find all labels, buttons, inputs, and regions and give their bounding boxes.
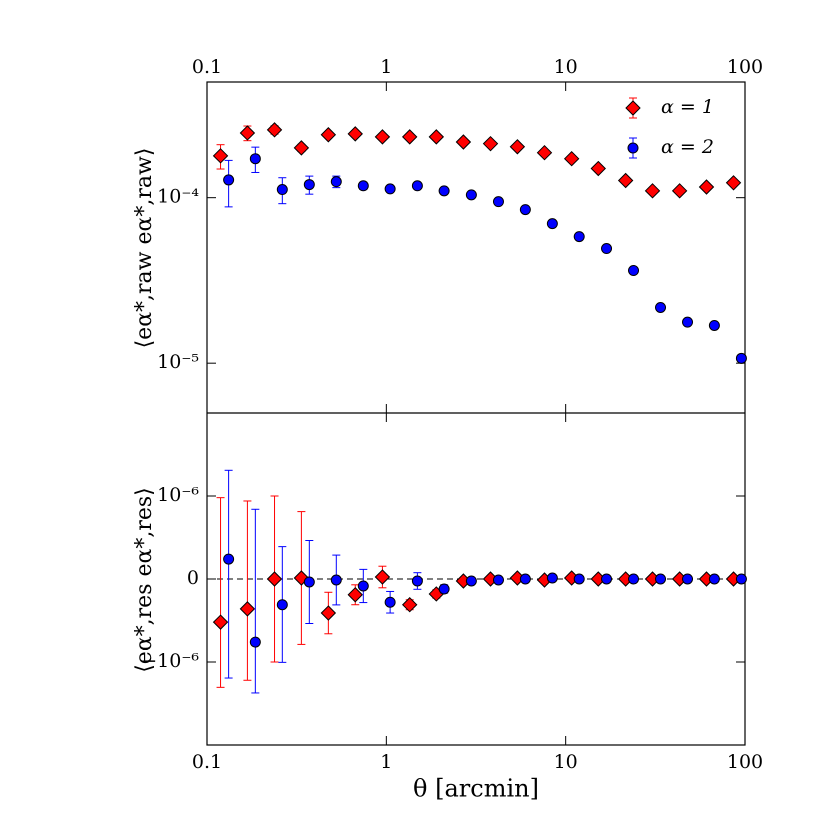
diamond-marker bbox=[698, 179, 715, 195]
diamond-marker bbox=[266, 571, 283, 587]
diamond-marker bbox=[374, 129, 391, 145]
diamond-marker bbox=[509, 139, 526, 155]
circle-marker bbox=[628, 265, 640, 277]
circle-marker bbox=[249, 636, 261, 648]
circle-marker bbox=[519, 573, 531, 585]
diamond-marker bbox=[482, 135, 499, 152]
legend-label: α = 1 bbox=[661, 96, 714, 118]
circle-marker bbox=[357, 180, 369, 192]
circle-marker bbox=[276, 599, 288, 611]
diamond-marker bbox=[644, 183, 661, 199]
diamond-marker bbox=[455, 134, 472, 150]
y-tick-label: −10⁻⁶ bbox=[141, 650, 199, 672]
circle-marker bbox=[276, 184, 288, 196]
diamond-marker bbox=[563, 150, 580, 167]
circle-marker bbox=[682, 316, 694, 328]
circle-marker bbox=[330, 176, 342, 188]
circle-marker bbox=[655, 573, 667, 585]
circle-marker bbox=[384, 596, 396, 608]
diamond-marker bbox=[239, 601, 256, 617]
x-tick-label: 100 bbox=[727, 56, 763, 78]
legend-marker bbox=[627, 142, 639, 154]
y-axis-label: ⟨eα*,res eα*,res⟩ bbox=[132, 487, 157, 673]
diamond-marker bbox=[374, 569, 391, 585]
diamond-marker bbox=[212, 614, 229, 630]
legend-label: α = 2 bbox=[661, 136, 714, 158]
diamond-marker bbox=[536, 144, 553, 161]
circle-marker bbox=[628, 573, 640, 585]
circle-marker bbox=[655, 301, 667, 313]
circle-marker bbox=[330, 574, 342, 586]
circle-marker bbox=[735, 352, 747, 364]
circle-marker bbox=[546, 218, 558, 230]
y-tick-label: 10⁻⁴ bbox=[157, 186, 199, 208]
diamond-marker bbox=[293, 140, 310, 156]
circle-marker bbox=[465, 189, 477, 201]
diamond-marker bbox=[212, 148, 229, 164]
circle-marker bbox=[438, 583, 450, 595]
diamond-marker bbox=[671, 183, 688, 199]
circle-marker bbox=[708, 573, 720, 585]
circle-marker bbox=[708, 319, 720, 331]
circle-marker bbox=[601, 243, 613, 255]
circle-marker bbox=[438, 185, 450, 197]
x-tick-label: 100 bbox=[727, 751, 763, 773]
circle-marker bbox=[303, 576, 315, 588]
x-tick-label: 10 bbox=[554, 56, 578, 78]
x-tick-label: 1 bbox=[380, 751, 392, 773]
circle-marker bbox=[573, 231, 585, 243]
circle-marker bbox=[492, 196, 504, 208]
circle-marker bbox=[384, 183, 396, 195]
x-tick-label: 10 bbox=[554, 751, 578, 773]
circle-marker bbox=[303, 179, 315, 191]
diamond-marker bbox=[590, 160, 606, 177]
circle-marker bbox=[411, 575, 423, 587]
diamond-marker bbox=[428, 129, 445, 145]
diamond-marker bbox=[401, 597, 418, 613]
circle-marker bbox=[573, 573, 585, 585]
diamond-marker bbox=[401, 129, 418, 145]
diamond-marker bbox=[725, 175, 742, 191]
y-tick-label: 0 bbox=[187, 567, 199, 589]
circle-marker bbox=[682, 573, 694, 585]
diamond-marker bbox=[266, 122, 283, 138]
circle-marker bbox=[601, 573, 613, 585]
diamond-marker bbox=[617, 172, 634, 189]
y-axis-label: ⟨eα*,raw eα*,raw⟩ bbox=[132, 148, 157, 349]
circle-marker bbox=[465, 575, 477, 587]
circle-marker bbox=[223, 553, 235, 565]
circle-marker bbox=[357, 580, 369, 592]
x-tick-label: 1 bbox=[380, 56, 392, 78]
y-tick-label: 10⁻⁵ bbox=[157, 351, 199, 373]
diamond-marker bbox=[239, 125, 256, 141]
diamond-marker bbox=[347, 126, 363, 142]
x-tick-label: 0.1 bbox=[192, 56, 222, 78]
y-tick-label: 10⁻⁶ bbox=[157, 484, 199, 506]
circle-marker bbox=[519, 204, 531, 216]
diamond-marker bbox=[320, 127, 337, 143]
circle-marker bbox=[492, 574, 504, 586]
legend-marker bbox=[625, 100, 641, 116]
circle-marker bbox=[411, 180, 423, 192]
x-axis-label: θ [arcmin] bbox=[413, 775, 539, 803]
x-tick-label: 0.1 bbox=[192, 751, 222, 773]
circle-marker bbox=[223, 174, 235, 186]
diamond-marker bbox=[347, 587, 363, 603]
circle-marker bbox=[546, 572, 558, 584]
diamond-marker bbox=[320, 605, 337, 621]
circle-marker bbox=[249, 153, 261, 165]
circle-marker bbox=[735, 573, 747, 585]
